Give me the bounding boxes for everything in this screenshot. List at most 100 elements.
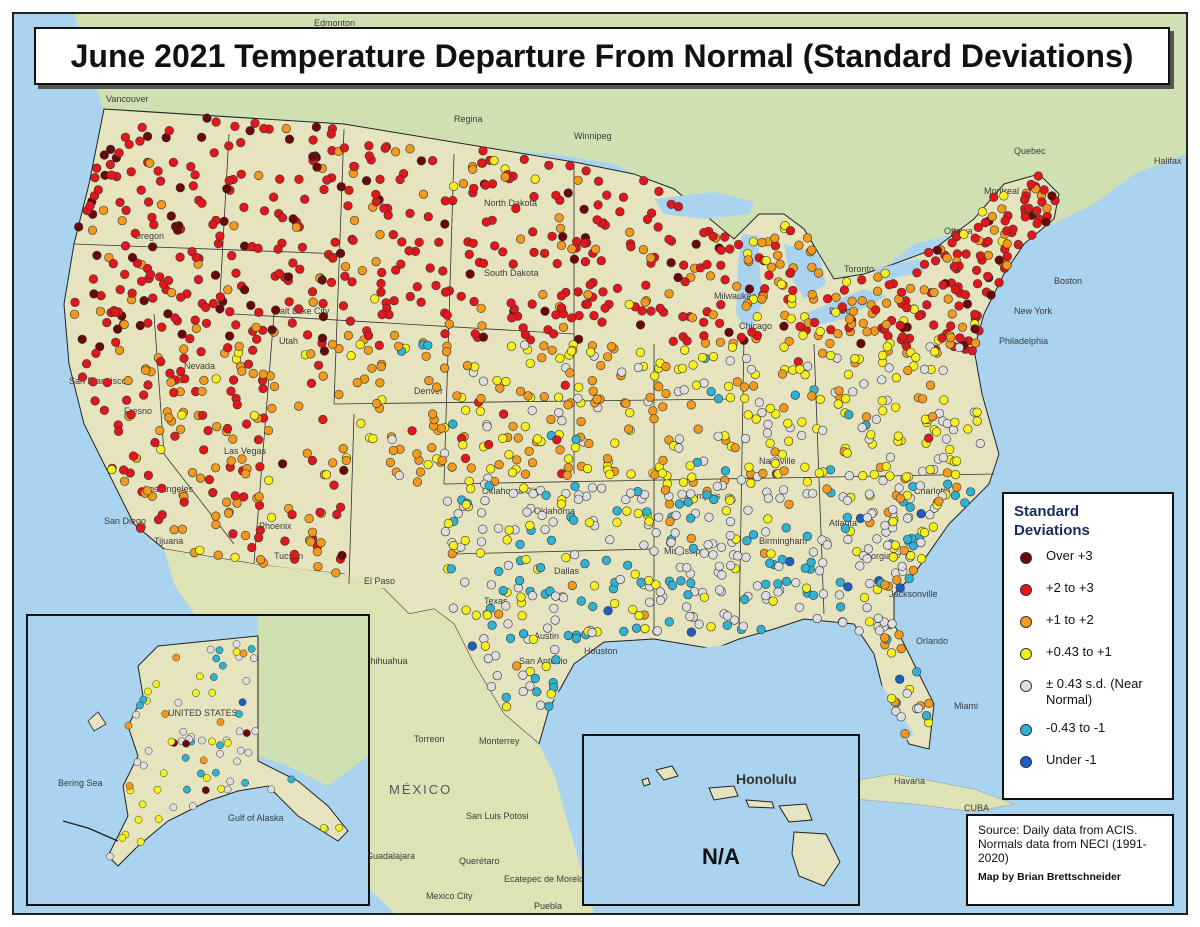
station-dot <box>156 357 166 367</box>
station-dot <box>349 161 359 171</box>
station-dot <box>197 386 207 396</box>
station-dot <box>763 419 773 430</box>
station-dot <box>741 552 751 562</box>
station-dot <box>167 737 176 746</box>
station-dot <box>778 485 789 495</box>
station-dot <box>326 129 336 139</box>
station-dot <box>231 268 241 278</box>
station-dot <box>571 633 581 644</box>
station-dot <box>501 376 511 387</box>
station-dot <box>550 615 560 625</box>
station-dot <box>427 443 437 453</box>
station-dot <box>486 681 497 692</box>
station-dot <box>895 493 905 504</box>
station-dot <box>717 570 727 580</box>
station-dot <box>215 231 225 241</box>
station-dot <box>197 132 207 142</box>
station-dot <box>673 202 684 212</box>
station-dot <box>77 372 88 382</box>
station-dot <box>169 803 178 812</box>
station-dot <box>989 225 1000 235</box>
station-dot <box>236 746 245 755</box>
station-dot <box>852 546 862 557</box>
station-dot <box>720 232 730 242</box>
station-dot <box>922 300 932 310</box>
station-dot <box>376 278 386 289</box>
station-dot <box>640 623 650 634</box>
station-dot <box>136 701 144 710</box>
station-dot <box>882 342 892 352</box>
station-dot <box>973 222 983 232</box>
station-dot <box>306 349 316 359</box>
station-dot <box>691 239 701 249</box>
station-dot <box>188 181 198 191</box>
station-dot <box>267 325 277 335</box>
station-dot <box>148 242 158 252</box>
station-dot <box>345 316 356 326</box>
station-dot <box>858 471 868 481</box>
station-dot <box>106 170 116 180</box>
station-dot <box>840 523 851 534</box>
station-dot <box>951 456 962 466</box>
station-dot <box>557 416 567 426</box>
alaska-map: UNITED STATES Bering Sea Gulf of Alaska <box>28 616 368 904</box>
molokai-island <box>745 799 775 809</box>
station-dot <box>567 580 577 591</box>
station-dot <box>215 292 225 302</box>
station-dot <box>508 421 518 431</box>
station-dot <box>574 382 584 392</box>
station-dot <box>163 275 174 286</box>
station-dot <box>438 266 448 276</box>
station-dot <box>913 703 924 714</box>
place-oregon: Oregon <box>134 231 164 241</box>
station-dot <box>229 221 239 231</box>
station-dot <box>449 540 459 551</box>
station-dot <box>947 309 957 319</box>
honolulu-label: Honolulu <box>736 771 797 787</box>
station-dot <box>106 852 114 861</box>
station-dot <box>633 508 643 519</box>
station-dot <box>477 158 487 168</box>
station-dot <box>589 581 600 591</box>
place-san-diego: San Diego <box>104 516 146 526</box>
station-dot <box>119 319 129 330</box>
station-dot <box>841 277 852 287</box>
station-dot <box>912 268 922 278</box>
station-dot <box>686 627 697 637</box>
station-dot <box>527 405 537 416</box>
place-jacksonville: Jacksonville <box>889 589 938 599</box>
station-dot <box>371 197 381 207</box>
station-dot <box>197 198 207 208</box>
station-dot <box>834 386 844 396</box>
station-dot <box>453 509 463 519</box>
station-dot <box>153 166 163 176</box>
station-dot <box>527 299 537 309</box>
station-dot <box>588 601 598 612</box>
station-dot <box>661 361 671 372</box>
station-dot <box>127 252 138 263</box>
station-dot <box>318 312 329 322</box>
station-dot <box>347 277 357 287</box>
station-dot <box>201 302 211 313</box>
station-dot <box>585 280 595 290</box>
station-dot <box>872 534 882 544</box>
station-dot <box>447 462 457 472</box>
station-dot <box>591 244 601 254</box>
station-dot <box>208 298 218 309</box>
station-dot <box>971 265 982 275</box>
station-dot <box>503 619 513 629</box>
station-dot <box>744 284 755 294</box>
map-frame: Regina Winnipeg Edmonton Vancouver Ottaw… <box>12 12 1188 915</box>
station-dot <box>716 542 727 552</box>
map-canvas[interactable]: Regina Winnipeg Edmonton Vancouver Ottaw… <box>14 14 1186 913</box>
station-dot <box>1027 230 1037 240</box>
oahu-island <box>708 785 739 801</box>
legend-swatch <box>1020 756 1032 768</box>
station-dot <box>89 289 99 299</box>
station-dot <box>917 466 928 476</box>
station-dot <box>198 410 208 420</box>
station-dot <box>773 587 783 597</box>
station-dot <box>434 237 444 247</box>
station-dot <box>566 313 577 323</box>
station-dot <box>506 341 517 351</box>
